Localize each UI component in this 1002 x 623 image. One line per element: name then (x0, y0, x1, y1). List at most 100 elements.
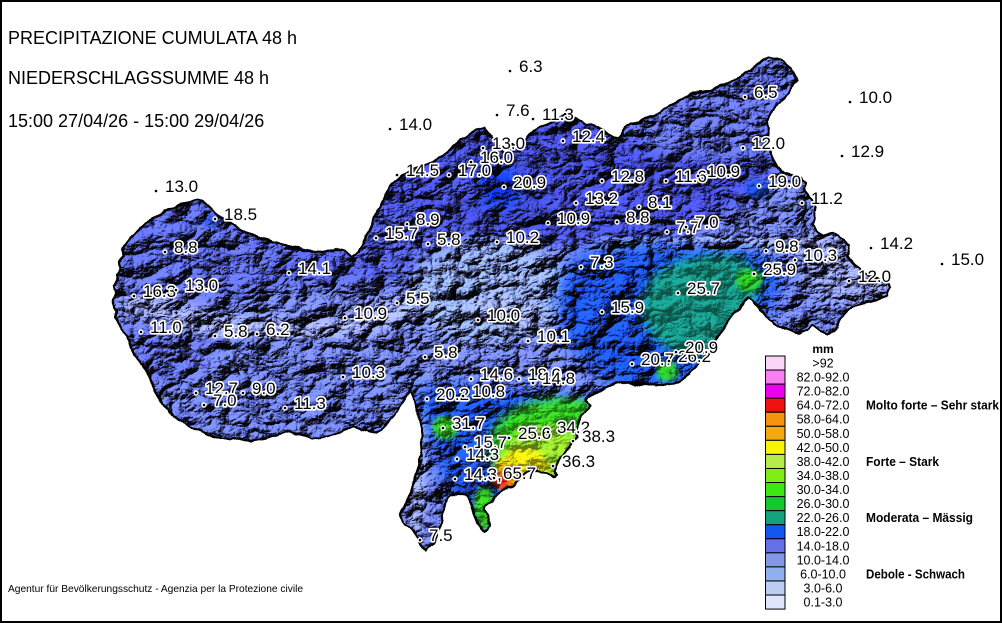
svg-text:25.7: 25.7 (687, 279, 720, 298)
svg-text:6.0-10.0: 6.0-10.0 (800, 567, 846, 581)
svg-text:8.8: 8.8 (174, 238, 198, 257)
svg-text:11.3: 11.3 (542, 105, 574, 124)
svg-text:25.6: 25.6 (518, 424, 551, 443)
svg-text:14.3,: 14.3, (464, 465, 502, 484)
svg-text:17.0: 17.0 (458, 161, 491, 180)
svg-text:14.6: 14.6 (480, 365, 513, 384)
svg-text:12.7: 12.7 (205, 379, 238, 398)
svg-text:10.9: 10.9 (354, 304, 387, 323)
svg-text:38.3: 38.3 (582, 427, 615, 446)
svg-text:12.8: 12.8 (611, 167, 644, 186)
svg-text:5.5: 5.5 (406, 289, 430, 308)
svg-text:36.3: 36.3 (562, 452, 595, 471)
svg-text:19.0: 19.0 (768, 172, 801, 191)
svg-text:7.6: 7.6 (506, 101, 530, 120)
svg-text:12.0: 12.0 (858, 267, 891, 286)
svg-text:20.9: 20.9 (685, 338, 718, 357)
svg-text:31.7: 31.7 (452, 414, 485, 433)
svg-text:10.0-14.0: 10.0-14.0 (797, 553, 850, 567)
svg-text:11.2: 11.2 (811, 189, 843, 208)
svg-text:13.2: 13.2 (585, 189, 618, 208)
svg-text:13.0: 13.0 (185, 276, 218, 295)
svg-text:22.0-26.0: 22.0-26.0 (797, 511, 850, 525)
svg-text:15:00 27/04/26 - 15:00 29/04/2: 15:00 27/04/26 - 15:00 29/04/26 (8, 111, 264, 131)
svg-text:13.0: 13.0 (492, 134, 525, 153)
svg-text:12.0: 12.0 (752, 134, 785, 153)
svg-text:7.3: 7.3 (590, 253, 614, 272)
svg-text:Agentur für Bevölkerungsschutz: Agentur für Bevölkerungsschutz - Agenzia… (8, 584, 303, 595)
svg-text:11.0: 11.0 (150, 318, 182, 337)
svg-text:65.7: 65.7 (503, 464, 536, 483)
svg-text:5.8: 5.8 (434, 343, 458, 362)
svg-text:mm: mm (812, 342, 833, 356)
svg-text:38.0-42.0: 38.0-42.0 (797, 455, 850, 469)
svg-text:58.0-64.0: 58.0-64.0 (797, 413, 850, 427)
svg-text:14.8: 14.8 (542, 369, 575, 388)
svg-text:14.0-18.0: 14.0-18.0 (797, 539, 850, 553)
svg-text:15.7: 15.7 (385, 224, 418, 243)
svg-text:14.2: 14.2 (880, 234, 913, 253)
svg-text:64.0-72.0: 64.0-72.0 (797, 399, 850, 413)
svg-text:Molto forte – Sehr stark: Molto forte – Sehr stark (866, 398, 1000, 413)
svg-text:13.0: 13.0 (165, 177, 198, 196)
svg-text:10.1: 10.1 (537, 327, 570, 346)
svg-text:34.0-38.0: 34.0-38.0 (797, 469, 850, 483)
svg-text:20.2: 20.2 (436, 385, 469, 404)
svg-text:PRECIPITAZIONE CUMULATA 48 h: PRECIPITAZIONE CUMULATA 48 h (8, 28, 297, 48)
svg-text:14.1: 14.1 (298, 259, 331, 278)
svg-text:30.0-34.0: 30.0-34.0 (797, 483, 850, 497)
svg-text:Moderata – Mässig: Moderata – Mässig (866, 510, 973, 525)
svg-text:11.3: 11.3 (294, 394, 326, 413)
svg-text:20.7: 20.7 (641, 350, 674, 369)
svg-text:8.1: 8.1 (648, 193, 672, 212)
svg-text:15.9: 15.9 (611, 298, 644, 317)
svg-text:10.9: 10.9 (707, 162, 740, 181)
svg-text:12.4: 12.4 (572, 127, 605, 146)
svg-text:10.9: 10.9 (557, 209, 590, 228)
svg-text:16.0: 16.0 (480, 148, 513, 167)
svg-text:10.0: 10.0 (487, 306, 520, 325)
svg-text:7.0: 7.0 (695, 213, 719, 232)
svg-text:6.3: 6.3 (519, 57, 543, 76)
svg-text:10.3: 10.3 (352, 363, 385, 382)
svg-text:>92: >92 (812, 357, 833, 371)
svg-text:8.8: 8.8 (626, 208, 650, 227)
svg-text:5.8: 5.8 (437, 230, 461, 249)
svg-text:6.5: 6.5 (754, 83, 778, 102)
svg-text:14.5: 14.5 (406, 161, 439, 180)
svg-text:34.2: 34.2 (557, 418, 590, 437)
svg-text:5.8: 5.8 (224, 322, 248, 341)
svg-text:42.0-50.0: 42.0-50.0 (797, 441, 850, 455)
svg-text:Forte – Stark: Forte – Stark (866, 454, 940, 469)
svg-text:18.0: 18.0 (528, 365, 561, 384)
svg-text:0.1-3.0: 0.1-3.0 (804, 596, 843, 610)
svg-text:72.0-82.0: 72.0-82.0 (797, 385, 850, 399)
svg-text:10.0: 10.0 (859, 88, 892, 107)
svg-text:NIEDERSCHLAGSSUMME 48 h: NIEDERSCHLAGSSUMME 48 h (8, 68, 269, 88)
svg-text:14.0: 14.0 (399, 115, 432, 134)
svg-text:16.3: 16.3 (143, 282, 176, 301)
svg-text:50.0-58.0: 50.0-58.0 (797, 427, 850, 441)
svg-text:25.9: 25.9 (763, 260, 796, 279)
svg-text:26.2: 26.2 (678, 347, 711, 366)
svg-text:6.2: 6.2 (266, 320, 290, 339)
svg-text:Debole - Schwach: Debole - Schwach (866, 566, 965, 581)
svg-text:18.0-22.0: 18.0-22.0 (797, 525, 850, 539)
svg-text:10.2: 10.2 (506, 228, 539, 247)
svg-text:12.9: 12.9 (851, 142, 884, 161)
svg-text:7.0: 7.0 (213, 391, 237, 410)
svg-text:15.7: 15.7 (474, 433, 507, 452)
svg-text:7.5: 7.5 (429, 526, 453, 545)
svg-text:11.6: 11.6 (675, 167, 707, 186)
svg-text:14.3: 14.3 (466, 445, 499, 464)
svg-text:10.8: 10.8 (472, 382, 505, 401)
svg-text:15.0: 15.0 (951, 250, 984, 269)
svg-text:18.5: 18.5 (224, 205, 257, 224)
svg-text:8.9: 8.9 (416, 210, 440, 229)
svg-text:3.0-6.0: 3.0-6.0 (804, 581, 843, 595)
svg-text:10.3: 10.3 (804, 246, 837, 265)
svg-text:9.8: 9.8 (775, 237, 799, 256)
svg-text:26.0-30.0: 26.0-30.0 (797, 497, 850, 511)
svg-text:82.0-92.0: 82.0-92.0 (797, 371, 850, 385)
svg-text:20.9: 20.9 (513, 173, 546, 192)
